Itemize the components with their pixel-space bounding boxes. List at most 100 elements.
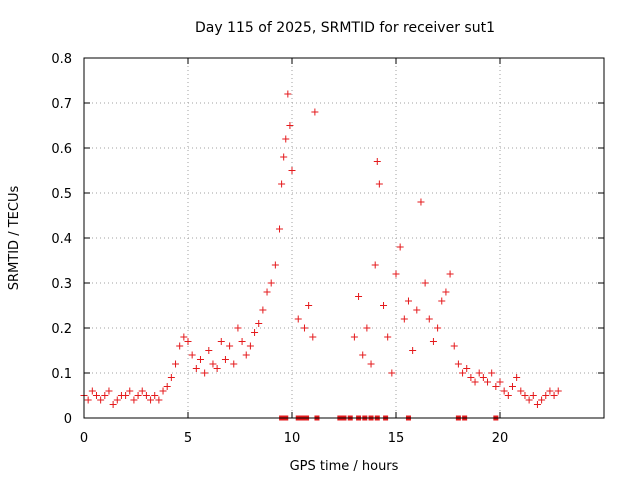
data-point	[500, 387, 508, 395]
y-tick-label: 0.5	[51, 187, 72, 202]
data-point	[542, 392, 550, 399]
y-tick-label: 0.3	[51, 277, 72, 292]
data-point	[192, 365, 200, 372]
data-point	[294, 315, 302, 323]
data-point	[230, 360, 238, 368]
data-point	[134, 392, 142, 399]
data-point	[546, 387, 554, 395]
data-point	[550, 392, 558, 399]
data-point	[105, 387, 113, 395]
data-point	[521, 392, 529, 399]
data-point	[180, 333, 188, 341]
x-tick-label: 0	[80, 431, 88, 446]
data-point	[442, 288, 450, 296]
data-point	[513, 374, 521, 381]
data-point	[280, 153, 288, 161]
data-point	[525, 396, 533, 404]
data-point	[271, 261, 279, 269]
data-point	[155, 396, 163, 404]
data-point	[471, 378, 479, 386]
data-point	[246, 342, 254, 350]
data-point	[467, 374, 475, 381]
y-tick-label: 0.6	[51, 142, 72, 157]
data-point	[450, 342, 458, 350]
data-point	[201, 369, 209, 377]
data-point	[417, 198, 425, 206]
data-point	[142, 392, 150, 399]
data-point	[446, 270, 454, 278]
data-point	[492, 383, 500, 390]
data-point	[529, 392, 537, 399]
data-point	[388, 369, 396, 377]
data-point	[126, 387, 134, 395]
grid	[84, 58, 604, 418]
data-point	[234, 324, 242, 332]
data-point	[184, 338, 192, 345]
data-point	[359, 351, 367, 359]
data-point	[350, 333, 358, 341]
data-point	[196, 356, 204, 363]
data-point	[475, 369, 483, 377]
data-point	[242, 351, 250, 359]
data-point	[538, 396, 546, 404]
data-point	[159, 387, 167, 395]
data-point	[284, 90, 292, 98]
data-point	[496, 378, 504, 386]
data-point	[138, 387, 146, 395]
data-point	[259, 306, 267, 314]
data-point	[109, 401, 117, 408]
y-tick-label: 0	[64, 412, 72, 427]
data-point	[255, 320, 263, 327]
data-point	[463, 365, 471, 372]
axis-ticks: 0 0.1 0.2 0.3 0.4 0.5 0.6 0.7 0.8 0 5 10 15 20	[51, 52, 604, 446]
data-point	[504, 392, 512, 399]
data-point	[311, 108, 319, 116]
data-point	[413, 306, 421, 314]
data-point	[205, 347, 213, 354]
data-point	[238, 338, 246, 345]
data-point	[221, 356, 229, 363]
data-point	[429, 338, 437, 345]
data-point	[97, 396, 105, 404]
data-point	[434, 324, 442, 332]
data-point	[367, 360, 375, 368]
data-point	[409, 347, 417, 354]
data-point	[176, 342, 184, 350]
x-tick-label: 10	[284, 431, 301, 446]
data-point	[438, 297, 446, 305]
data-point	[213, 365, 221, 372]
data-point	[554, 387, 562, 395]
data-point	[263, 288, 271, 296]
data-point	[113, 396, 121, 404]
data-point	[380, 302, 388, 309]
y-tick-label: 0.8	[51, 52, 72, 67]
y-tick-label: 0.7	[51, 97, 72, 112]
data-point	[278, 180, 286, 188]
x-tick-label: 5	[184, 431, 192, 446]
data-point	[484, 378, 492, 386]
data-point	[151, 392, 159, 399]
data-point	[400, 315, 408, 323]
data-point	[276, 225, 284, 233]
data-point	[172, 360, 180, 368]
data-point	[375, 180, 383, 188]
data-point	[363, 324, 371, 332]
data-point	[355, 293, 363, 300]
plot-frame	[83, 57, 605, 419]
data-point	[92, 392, 100, 399]
y-axis-label: SRMTID / TECUs	[7, 186, 22, 291]
data-point	[384, 333, 392, 341]
data-point	[217, 338, 225, 345]
data-point	[84, 396, 92, 404]
data-point	[371, 261, 379, 269]
data-point	[300, 324, 308, 332]
data-point	[122, 392, 130, 399]
data-point	[147, 396, 155, 404]
data-point	[488, 369, 496, 377]
data-point	[130, 396, 138, 404]
data-point	[101, 392, 109, 399]
data-point	[163, 383, 171, 390]
data-point	[508, 383, 516, 390]
data-point	[396, 243, 404, 251]
